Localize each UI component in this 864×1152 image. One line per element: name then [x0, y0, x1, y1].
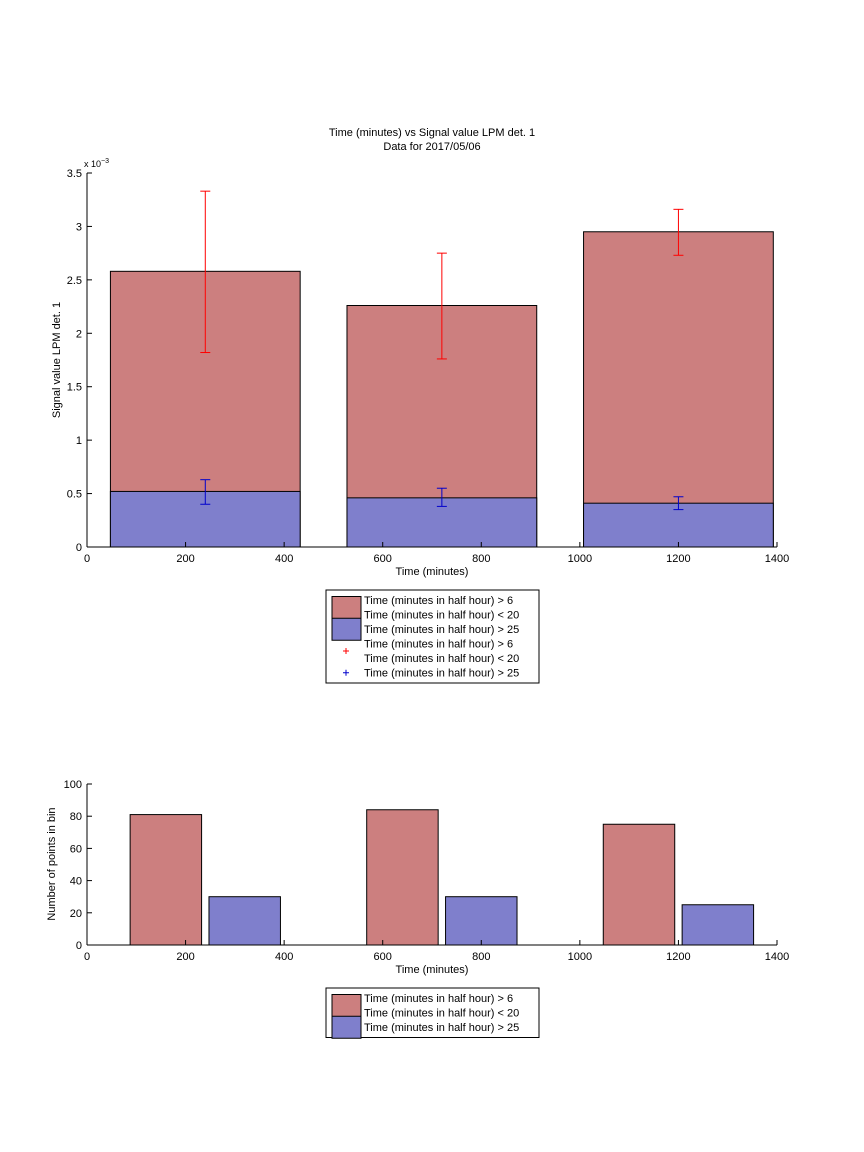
chart-title: Time (minutes) vs Signal value LPM det. … — [329, 127, 535, 139]
x-tick-label: 800 — [472, 951, 490, 963]
x-tick-label: 0 — [84, 951, 90, 963]
y-tick-label: 100 — [64, 779, 82, 791]
y-tick-label: 0.5 — [67, 489, 82, 501]
y-exponent-base: x 10 — [84, 159, 101, 169]
bar-red — [583, 231, 774, 548]
bar-blue — [445, 896, 518, 946]
legend-entry-label: Time (minutes in half hour) > 25 — [364, 668, 519, 680]
y-tick-label: 60 — [70, 843, 82, 855]
bar-blue — [208, 896, 281, 946]
y-tick-label: 1 — [76, 435, 82, 447]
legend-entry-label: Time (minutes in half hour) > 25 — [364, 1022, 519, 1034]
x-tick-label: 1000 — [568, 951, 592, 963]
y-tick-label: 40 — [70, 876, 82, 888]
y-tick-label: 2.5 — [67, 275, 82, 287]
x-tick-label: 0 — [84, 553, 90, 565]
y-tick-label: 0 — [76, 542, 82, 554]
y-exponent-label: x 10−3 — [84, 158, 109, 169]
x-tick-label: 1000 — [568, 553, 592, 565]
legend-swatch — [331, 1015, 362, 1039]
x-tick-label: 1400 — [765, 951, 789, 963]
x-tick-label: 200 — [176, 553, 194, 565]
y-tick-label: 0 — [76, 940, 82, 952]
x-tick-label: 1200 — [666, 553, 690, 565]
y-tick-label: 3.5 — [67, 168, 82, 180]
legend-entry-label: Time (minutes in half hour) > 6 — [364, 595, 513, 607]
count-chart-xlabel: Time (minutes) — [396, 964, 469, 976]
x-tick-label: 400 — [275, 553, 293, 565]
legend-swatch — [331, 994, 362, 1017]
legend-entry-label: Time (minutes in half hour) > 6 — [364, 993, 513, 1005]
count-chart-legend: Time (minutes in half hour) > 6 Time (min… — [325, 987, 540, 1039]
y-tick-label: 80 — [70, 811, 82, 823]
y-tick-label: 2 — [76, 328, 82, 340]
legend-entry-label: Time (minutes in half hour) < 20 — [364, 1008, 519, 1020]
count-chart-ylabel: Number of points in bin — [46, 807, 58, 920]
bar-blue — [583, 502, 774, 548]
x-tick-label: 800 — [472, 553, 490, 565]
legend-swatch — [331, 617, 362, 641]
bar-blue — [681, 904, 755, 946]
bar-red — [129, 814, 203, 946]
x-tick-label: 1400 — [765, 553, 789, 565]
x-tick-label: 600 — [374, 553, 392, 565]
bar-red — [602, 823, 676, 946]
y-exponent-power: −3 — [101, 158, 109, 165]
y-tick-label: 1.5 — [67, 382, 82, 394]
legend-entry-label: Time (minutes in half hour) < 20 — [364, 610, 519, 622]
signal-chart-ylabel: Signal value LPM det. 1 — [51, 302, 63, 418]
y-tick-label: 3 — [76, 221, 82, 233]
x-tick-label: 400 — [275, 951, 293, 963]
legend-entry-label: Time (minutes in half hour) < 20 — [364, 653, 519, 665]
legend-swatch — [331, 596, 362, 619]
signal-chart-xlabel: Time (minutes) — [396, 566, 469, 578]
signal-chart-legend: Time (minutes in half hour) > 6 Time (min… — [325, 589, 540, 684]
chart-subtitle: Data for 2017/05/06 — [383, 141, 480, 153]
x-tick-label: 600 — [374, 951, 392, 963]
x-tick-label: 200 — [176, 951, 194, 963]
legend-entry-label: Time (minutes in half hour) > 25 — [364, 624, 519, 636]
bar-red — [366, 809, 439, 946]
legend-entry-label: Time (minutes in half hour) > 6 — [364, 639, 513, 651]
signal-chart: 0 200 400 600 800 1000 1200 1400 0 0.5 1 1.5 2 2.5 3 3.… — [67, 168, 790, 565]
x-tick-label: 1200 — [666, 951, 690, 963]
y-tick-label: 20 — [70, 908, 82, 920]
count-chart: 0 200 400 600 800 1000 1200 1400 0 20 40 60 80 100 — [64, 779, 790, 963]
